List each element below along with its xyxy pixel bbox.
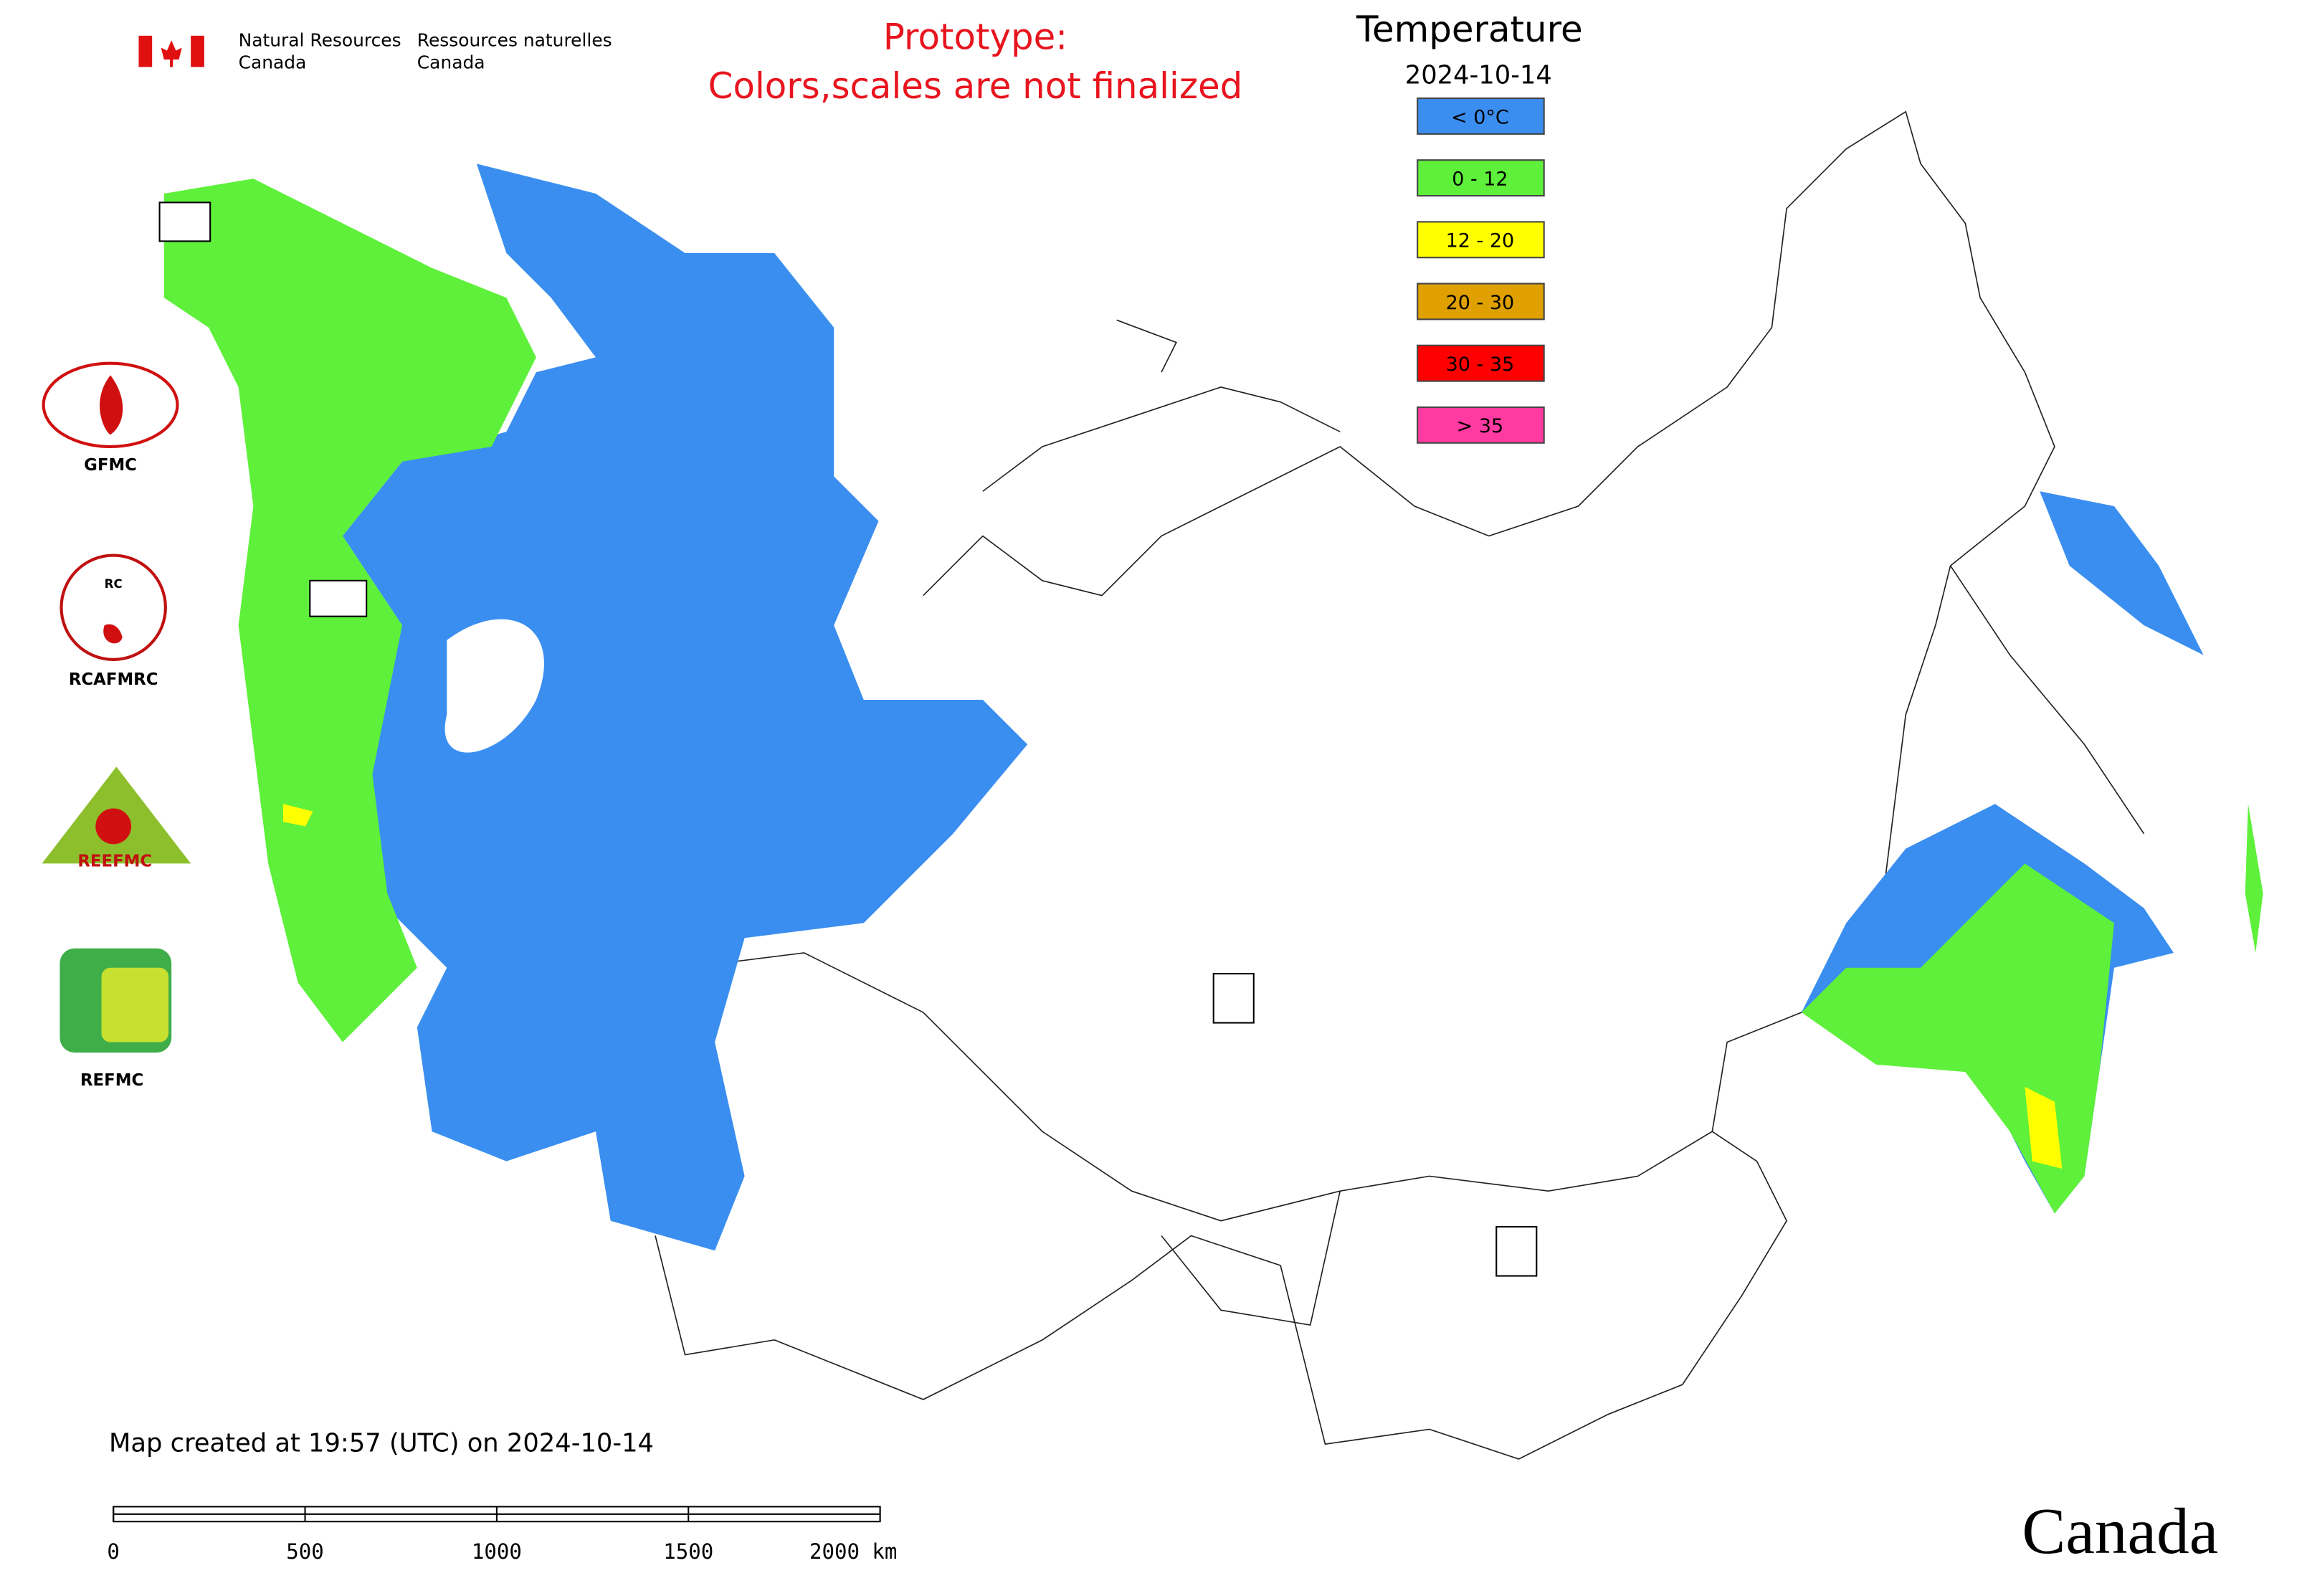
country-outlines [655, 110, 2145, 1460]
flag-bar [138, 35, 153, 67]
svg-text:RC: RC [105, 577, 123, 591]
legend-swatch [1417, 98, 1545, 135]
logo-rcafmrc: RC [60, 554, 167, 661]
maple-leaf [161, 40, 182, 67]
legend-date: 2024-10-14 [1405, 60, 1552, 90]
logo-label: GFMC [84, 456, 137, 475]
notice: Colors,scales are not finalized [708, 65, 1243, 107]
flag-bar [191, 35, 204, 67]
legend-label: 0 - 12 [1452, 168, 1508, 191]
legend-label: 30 - 35 [1446, 353, 1515, 376]
logo-reefmc [42, 766, 191, 864]
map-marker [1495, 1225, 1538, 1277]
legend-label: 20 - 30 [1446, 292, 1515, 314]
legend-swatch [1417, 221, 1545, 259]
region-12-20 [282, 804, 313, 827]
region-0-12 [2245, 804, 2263, 953]
map-marker [1212, 972, 1255, 1024]
legend-label: > 35 [1457, 415, 1504, 437]
legend: < 0°C 0 - 12 12 - 20 20 - 30 30 - 35 > 35 [1417, 98, 1545, 444]
agency-fr: Ressources naturelles [417, 29, 612, 50]
scale-label: 0 [107, 1539, 120, 1564]
scale-label: 500 [286, 1539, 324, 1564]
agency-en: Natural Resources [239, 29, 401, 50]
legend-swatch [1417, 344, 1545, 382]
lake [444, 619, 544, 753]
scale-bar: 0 500 1000 1500 2000 km [107, 1506, 897, 1564]
logo-label: RCAFMRC [69, 670, 158, 689]
logo-gfmc [42, 361, 179, 449]
scale-label: 1500 [663, 1539, 713, 1564]
notice: Prototype: [883, 16, 1067, 58]
canada-wordmark: Canada [2022, 1495, 2218, 1567]
country-fr: Canada [417, 52, 485, 73]
map-marker [158, 201, 211, 242]
legend-swatch [1417, 159, 1545, 197]
region-below-zero [342, 163, 1028, 1251]
legend-title: Temperature [1356, 9, 1583, 50]
legend-label: 12 - 20 [1446, 230, 1515, 252]
legend-swatch [1417, 282, 1545, 320]
country-en: Canada [239, 52, 307, 73]
map-marker [309, 579, 368, 617]
region-12-20 [2025, 1086, 2063, 1169]
created-note: Map created at 19:57 (UTC) on 2024-10-14 [109, 1429, 654, 1458]
logo-refmc [60, 948, 172, 1053]
scale-label: 1000 [472, 1539, 522, 1564]
legend-swatch [1417, 406, 1545, 444]
scale-label: 2000 km [809, 1539, 897, 1564]
legend-label: < 0°C [1451, 106, 1509, 128]
logo-label: REFMC [80, 1071, 143, 1090]
region-below-zero [2040, 491, 2204, 655]
logo-label: REEFMC [77, 852, 152, 871]
